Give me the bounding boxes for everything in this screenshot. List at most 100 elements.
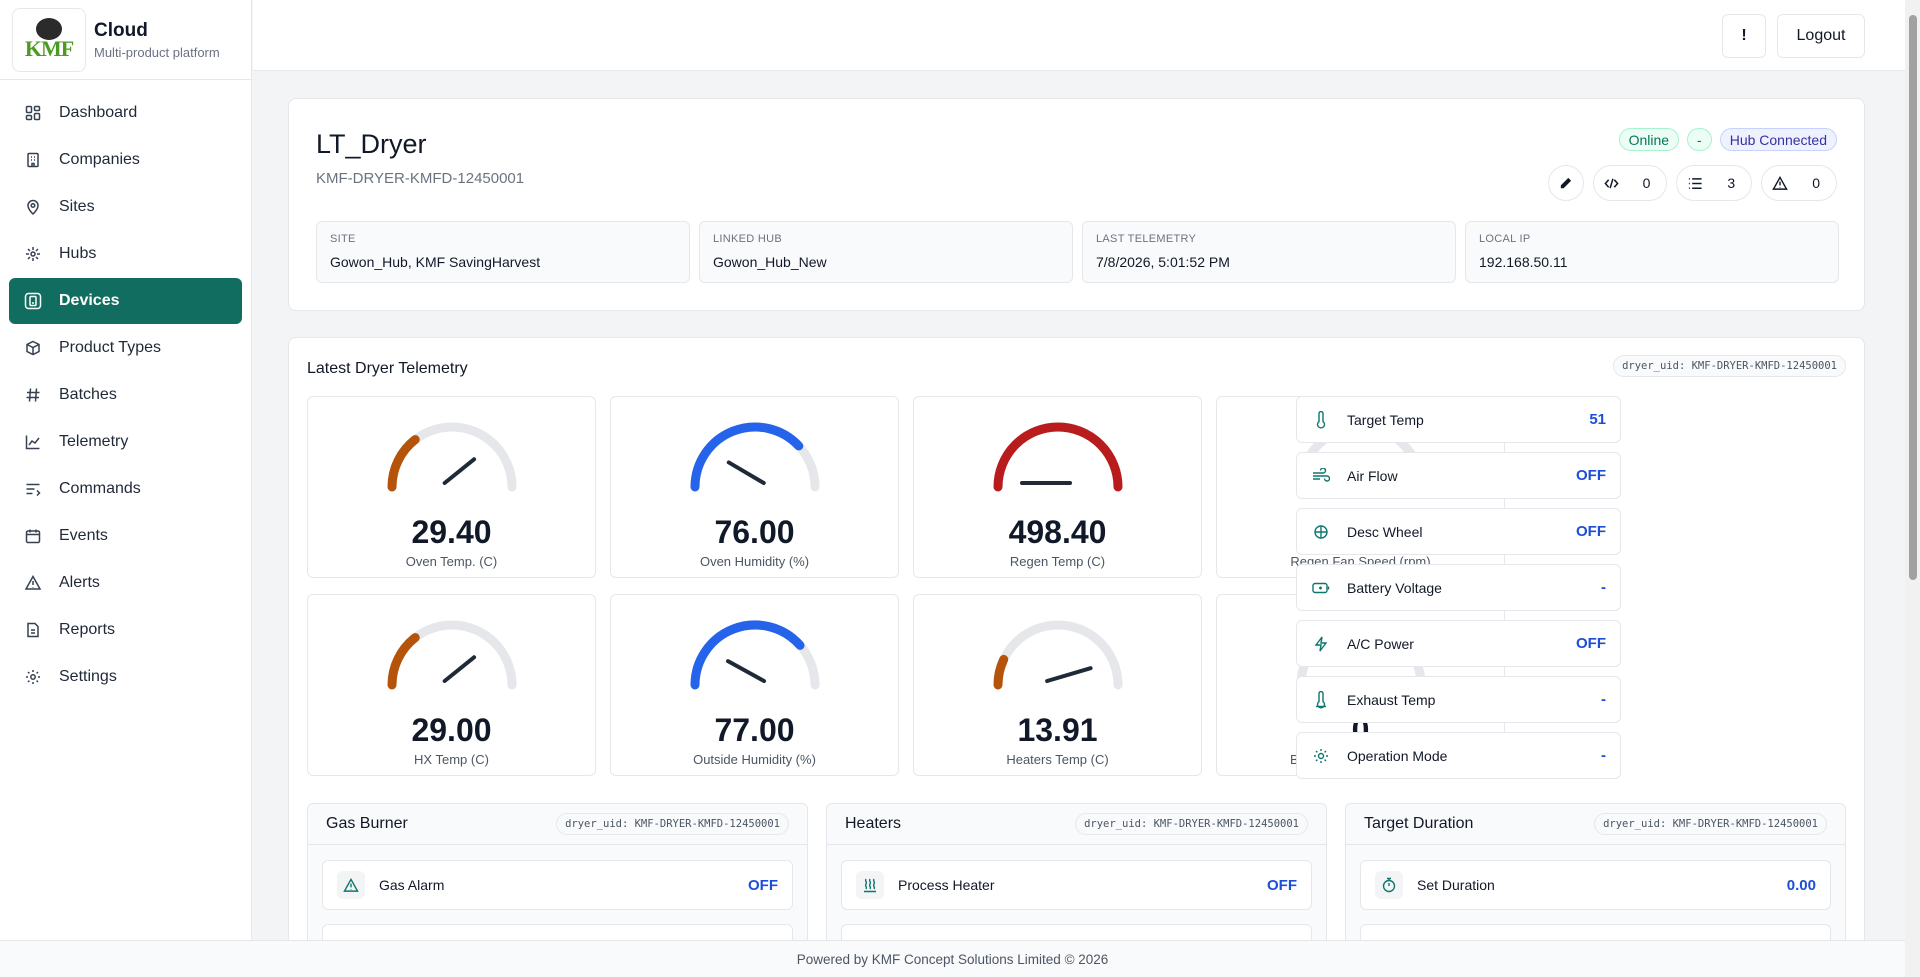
- gauge-value: 498.40: [1008, 514, 1107, 550]
- sidebar-item-label: Hubs: [59, 245, 97, 262]
- warning-icon: [337, 871, 365, 899]
- device-icon: [22, 290, 44, 312]
- gauge-dial: [690, 422, 820, 492]
- item-label: Gas Alarm: [379, 877, 445, 893]
- oven-temp-gauge: 29.40 Oven Temp. (C): [307, 396, 596, 578]
- info-linked-hub: LINKED HUB Gowon_Hub_New: [699, 221, 1073, 283]
- sidebar-item-events[interactable]: Events: [9, 513, 242, 559]
- gauge-value: 29.40: [411, 514, 492, 550]
- sidebar-item-batches[interactable]: Batches: [9, 372, 242, 418]
- gauge-value: 13.91: [1017, 712, 1098, 748]
- gear-icon: [22, 666, 44, 688]
- info-value: Gowon_Hub_New: [713, 254, 827, 270]
- wheel-icon: [1311, 522, 1331, 542]
- stat-operation-mode: Operation Mode -: [1296, 732, 1621, 779]
- box-icon: [22, 337, 44, 359]
- brand: KMF Cloud Multi-product platform: [0, 0, 251, 80]
- commands-count-button[interactable]: 0: [1592, 165, 1668, 201]
- stat-desc-wheel: Desc Wheel OFF: [1296, 508, 1621, 555]
- gauge-needle: [1045, 666, 1093, 683]
- sidebar-item-label: Commands: [59, 480, 141, 497]
- info-value: 192.168.50.11: [1479, 254, 1568, 270]
- gauge-label: Oven Temp. (C): [405, 554, 498, 569]
- alert-button[interactable]: !: [1722, 14, 1766, 58]
- info-label: LAST TELEMETRY: [1096, 233, 1197, 245]
- logo-head-icon: [36, 17, 62, 40]
- sidebar-item-product-types[interactable]: Product Types: [9, 325, 242, 371]
- gauge-fill: [387, 435, 420, 492]
- scrollbar-thumb[interactable]: [1909, 15, 1917, 580]
- stat-label: Air Flow: [1347, 467, 1398, 484]
- alerts-count-button[interactable]: 0: [1761, 165, 1837, 201]
- sidebar-item-commands[interactable]: Commands: [9, 466, 242, 512]
- status-badges: Online - Hub Connected: [1618, 128, 1837, 151]
- gas-alarm-row: Gas Alarm OFF: [322, 860, 793, 910]
- sidebar-item-telemetry[interactable]: Telemetry: [9, 419, 242, 465]
- sidebar-item-dashboard[interactable]: Dashboard: [9, 90, 242, 136]
- logo-text: KMF: [24, 35, 74, 61]
- info-label: LOCAL IP: [1479, 233, 1531, 245]
- footer: Powered by KMF Concept Solutions Limited…: [0, 940, 1905, 977]
- stat-value: -: [1601, 579, 1606, 596]
- gauge-dial: [387, 422, 517, 492]
- online-badge: Online: [1618, 128, 1680, 151]
- batches-count-button[interactable]: 3: [1676, 165, 1753, 201]
- info-site: SITE Gowon_Hub, KMF SavingHarvest: [316, 221, 690, 283]
- report-icon: [22, 619, 44, 641]
- gauge-fill: [690, 422, 804, 492]
- gauge-needle: [726, 460, 766, 485]
- topbar: ! Logout: [253, 0, 1905, 71]
- logout-button[interactable]: Logout: [1777, 14, 1865, 58]
- sidebar-item-sites[interactable]: Sites: [9, 184, 242, 230]
- commands-count: 0: [1642, 175, 1651, 191]
- gauge-needle: [442, 457, 477, 485]
- alerts-count: 0: [1812, 175, 1820, 191]
- info-label: SITE: [330, 233, 356, 245]
- heaters-card: Heaters dryer_uid: KMF-DRYER-KMFD-124500…: [826, 803, 1327, 940]
- edit-button[interactable]: [1547, 165, 1584, 201]
- stat-value: -: [1601, 691, 1606, 708]
- gauge-fill: [387, 633, 420, 690]
- sidebar-item-label: Settings: [59, 668, 117, 685]
- gauge-track: [993, 422, 1123, 492]
- card-header: [827, 804, 1326, 845]
- sidebar-item-hubs[interactable]: Hubs: [9, 231, 242, 277]
- heaters-temp-gauge: 13.91 Heaters Temp (C): [913, 594, 1202, 776]
- info-value: Gowon_Hub, KMF SavingHarvest: [330, 254, 541, 270]
- info-local-ip: LOCAL IP 192.168.50.11: [1465, 221, 1839, 283]
- thermometer-icon: [1311, 690, 1331, 710]
- sidebar-item-companies[interactable]: Companies: [9, 137, 242, 183]
- device-actions: 0 3 0: [1547, 165, 1837, 201]
- stat-value: -: [1601, 747, 1606, 764]
- app-subtitle: Multi-product platform: [94, 44, 220, 60]
- stat-label: A/C Power: [1347, 635, 1414, 652]
- page-title: LT_Dryer: [316, 129, 427, 159]
- gauge-needle: [726, 659, 766, 683]
- section-title: Target Duration: [1364, 815, 1474, 832]
- hub-connected-badge: Hub Connected: [1719, 128, 1837, 151]
- sidebar-item-devices[interactable]: Devices: [9, 278, 242, 324]
- gas-burner-card: Gas Burner dryer_uid: KMF-DRYER-KMFD-124…: [307, 803, 808, 940]
- gauge-dial: [993, 422, 1123, 492]
- info-value: 7/8/2026, 5:01:52 PM: [1096, 254, 1230, 270]
- uid-chip: dryer_uid: KMF-DRYER-KMFD-12450001: [1613, 355, 1846, 377]
- sidebar-item-label: Product Types: [59, 339, 161, 356]
- chart-icon: [22, 431, 44, 453]
- sidebar-item-label: Telemetry: [59, 433, 129, 450]
- main-content: LT_Dryer KMF-DRYER-KMFD-12450001 Online …: [253, 71, 1905, 940]
- dash-badge: -: [1687, 128, 1712, 151]
- item-label: Process Heater: [898, 877, 995, 893]
- commands-icon: [22, 478, 44, 500]
- sidebar-item-label: Batches: [59, 386, 117, 403]
- gauge-dial: [690, 620, 820, 690]
- sidebar-item-reports[interactable]: Reports: [9, 607, 242, 653]
- section-title: Gas Burner: [326, 815, 408, 832]
- company-logo[interactable]: KMF: [12, 7, 86, 72]
- hash-icon: [22, 384, 44, 406]
- page-scrollbar[interactable]: [1905, 0, 1920, 977]
- sidebar-item-settings[interactable]: Settings: [9, 654, 242, 700]
- sidebar-item-label: Events: [59, 527, 108, 544]
- sidebar-item-alerts[interactable]: Alerts: [9, 560, 242, 606]
- battery-icon: [1311, 578, 1331, 598]
- batches-count: 3: [1727, 175, 1736, 191]
